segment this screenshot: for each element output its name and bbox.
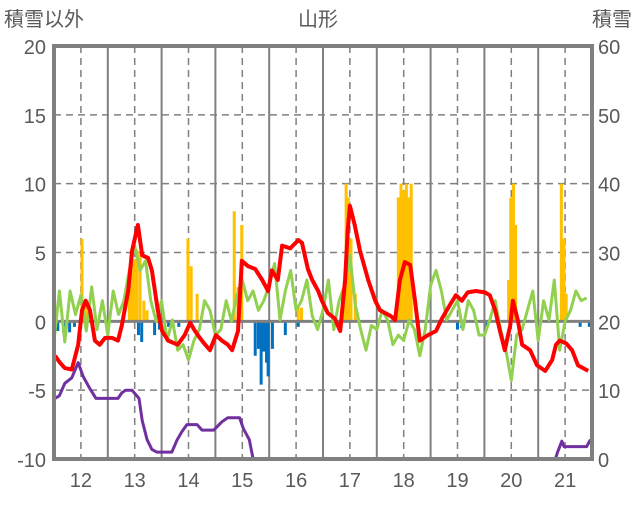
- blue-bar: [456, 321, 459, 330]
- orange-bar: [409, 183, 413, 322]
- blue-bar: [265, 321, 269, 363]
- orange-bar: [511, 183, 515, 322]
- y-right-tick-label: 40: [598, 175, 620, 197]
- x-tick-label: 21: [554, 470, 576, 492]
- blue-bar: [587, 321, 591, 327]
- x-tick-label: 16: [285, 470, 307, 492]
- blue-bar: [72, 321, 76, 327]
- orange-bar: [127, 280, 131, 322]
- blue-bar: [177, 321, 181, 327]
- blue-bar: [136, 321, 140, 336]
- orange-bar: [232, 211, 236, 322]
- y-right-tick-label: 50: [598, 106, 620, 128]
- plot-frame: [52, 44, 594, 461]
- x-tick-label: 14: [177, 470, 199, 492]
- orange-bar: [130, 252, 134, 322]
- orange-bar: [399, 183, 403, 322]
- y-left-tick-label: 0: [35, 312, 46, 334]
- x-tick-label: 18: [393, 470, 415, 492]
- orange-bar: [407, 197, 411, 322]
- orange-bar: [299, 307, 303, 322]
- y-right-tick-label: 60: [598, 37, 620, 59]
- blue-bar: [296, 321, 300, 327]
- orange-bar: [562, 238, 566, 322]
- orange-bar: [396, 197, 400, 322]
- orange-bar: [509, 197, 513, 322]
- y-right-tick-label: 20: [598, 312, 620, 334]
- x-tick-label: 17: [339, 470, 361, 492]
- blue-bar: [153, 321, 157, 336]
- orange-bar: [80, 238, 84, 322]
- blue-bar: [256, 321, 260, 349]
- x-tick-label: 20: [500, 470, 522, 492]
- orange-bar: [135, 249, 139, 322]
- orange-bar: [564, 293, 568, 322]
- x-tick-label: 13: [124, 470, 146, 492]
- right-axis-label: 積雪: [592, 8, 632, 31]
- orange-bar: [404, 183, 408, 322]
- blue-bar: [253, 321, 257, 356]
- orange-bar: [349, 238, 353, 322]
- blue-bar: [270, 321, 274, 349]
- blue-bar: [140, 321, 144, 342]
- x-tick-label: 12: [70, 470, 92, 492]
- blue-bar: [578, 321, 582, 327]
- y-left-tick-label: 15: [24, 106, 46, 128]
- x-tick-label: 19: [446, 470, 468, 492]
- chart-title: 山形: [298, 8, 338, 31]
- blue-bar: [259, 321, 263, 385]
- orange-bar: [195, 293, 199, 322]
- orange-bar: [559, 183, 563, 322]
- orange-bar: [84, 300, 88, 322]
- y-left-tick-label: -10: [17, 450, 46, 472]
- blue-bar: [68, 321, 72, 333]
- y-right-tick-label: 10: [598, 381, 620, 403]
- left-axis-label: 積雪以外: [4, 8, 84, 31]
- orange-bar: [402, 190, 406, 322]
- y-left-tick-label: 5: [35, 244, 46, 266]
- red-series-line: [53, 203, 590, 373]
- orange-bar: [514, 224, 518, 322]
- y-right-tick-label: 0: [598, 450, 609, 472]
- x-tick-label: 15: [231, 470, 253, 492]
- orange-bar: [296, 307, 300, 322]
- y-left-tick-label: -5: [28, 381, 46, 403]
- tick-labels: 20 60 15 50 10 40 5 30 0 20 -5 10 -10 0 12 13 14 15 16 17 18…: [17, 37, 620, 492]
- orange-bar: [186, 238, 190, 322]
- orange-bar: [133, 259, 137, 322]
- blue-bar: [266, 321, 270, 377]
- y-left-tick-label: 10: [24, 175, 46, 197]
- orange-bar: [138, 252, 142, 322]
- blue-bar: [167, 321, 171, 327]
- blue-bar: [262, 321, 266, 352]
- y-right-tick-label: 30: [598, 244, 620, 266]
- y-left-tick-label: 20: [24, 37, 46, 59]
- blue-bar: [283, 321, 287, 336]
- blue-bar: [56, 321, 60, 331]
- orange-bar: [145, 310, 149, 322]
- orange-bar: [142, 300, 146, 322]
- orange-bar: [507, 280, 511, 322]
- orange-bar: [189, 266, 193, 322]
